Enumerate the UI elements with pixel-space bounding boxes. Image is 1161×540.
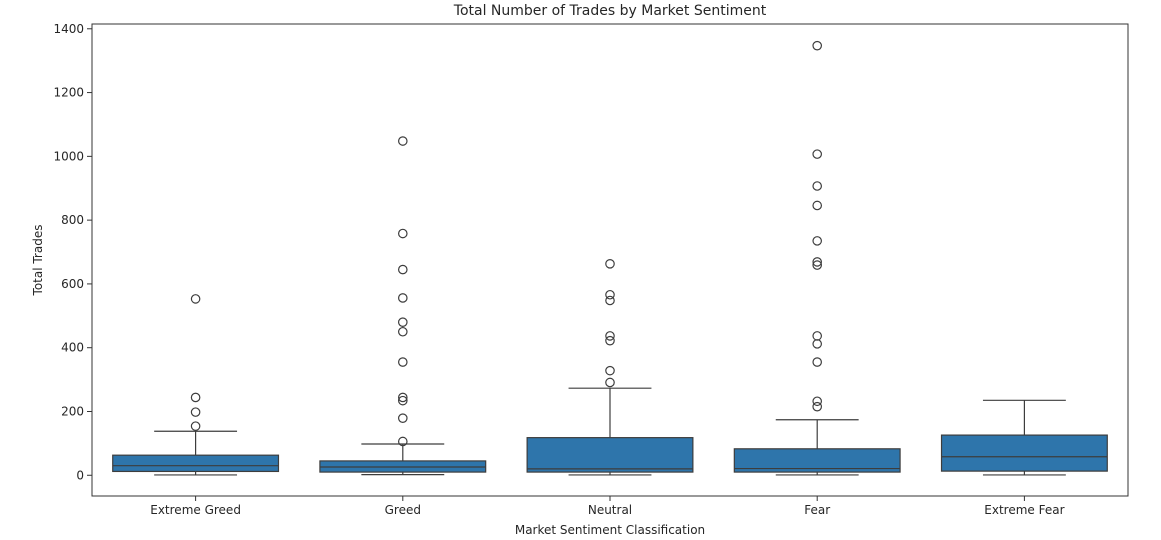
iqr-box [940, 434, 1108, 472]
outlier-point [397, 136, 408, 146]
iqr-box [733, 448, 901, 473]
outlier-point [812, 181, 822, 191]
outlier-point [605, 259, 615, 269]
box-group [526, 259, 694, 476]
outlier-point [812, 401, 822, 412]
outlier-point [397, 264, 408, 275]
y-tick-label: 1200 [53, 86, 84, 100]
outlier-point [190, 407, 201, 417]
outlier-point [397, 357, 408, 367]
box-group [319, 136, 487, 476]
x-tick-label: Greed [385, 503, 421, 517]
outlier-point [190, 294, 201, 304]
outlier-point [397, 436, 408, 447]
x-axis: Extreme Greed Greed Neutral Fear Extreme Fea… [150, 496, 1065, 517]
y-axis: 0 200 400 600 800 1000 1200 1400 [53, 22, 92, 482]
y-tick-label: 1400 [53, 22, 84, 36]
outlier-point [190, 392, 201, 403]
outlier-point [605, 331, 615, 341]
y-tick-label: 800 [61, 213, 84, 227]
outlier-point [812, 396, 822, 407]
outlier-point [397, 326, 408, 337]
y-tick-label: 400 [61, 341, 84, 355]
y-axis-label: Total Trades [31, 225, 45, 297]
chart-title: Total Number of Trades by Market Sentime… [453, 3, 767, 19]
x-tick-label: Extreme Fear [984, 503, 1064, 517]
outlier-point [605, 335, 615, 346]
outlier-point [812, 257, 822, 267]
x-tick-label: Fear [804, 503, 830, 517]
iqr-box [112, 454, 280, 473]
outlier-point [605, 365, 615, 376]
outlier-point [605, 295, 615, 306]
iqr-box [526, 437, 694, 473]
outlier-point [397, 392, 408, 403]
outlier-point [812, 40, 822, 51]
outlier-point [397, 293, 408, 303]
y-tick-label: 200 [61, 404, 84, 418]
outlier-point [605, 289, 615, 300]
outlier-point [812, 149, 822, 159]
y-tick-label: 0 [76, 468, 84, 482]
outlier-point [812, 339, 822, 349]
outlier-point [812, 331, 822, 341]
outlier-point [397, 317, 408, 327]
box-group [112, 294, 280, 476]
box-group [733, 40, 901, 476]
outlier-point [190, 421, 201, 431]
outlier-point [397, 228, 408, 239]
x-axis-label: Market Sentiment Classification [515, 523, 705, 537]
outlier-point [812, 260, 822, 270]
outlier-point [812, 236, 822, 246]
outlier-point [812, 200, 822, 211]
outlier-point [812, 357, 822, 367]
y-tick-label: 1000 [53, 149, 84, 163]
box-group [940, 399, 1108, 476]
x-tick-label: Extreme Greed [150, 503, 241, 517]
y-tick-label: 600 [61, 277, 84, 291]
plot-area [112, 40, 1108, 476]
x-tick-label: Neutral [588, 503, 632, 517]
outlier-point [397, 395, 408, 406]
outlier-point [605, 377, 615, 388]
outlier-point [397, 413, 408, 423]
